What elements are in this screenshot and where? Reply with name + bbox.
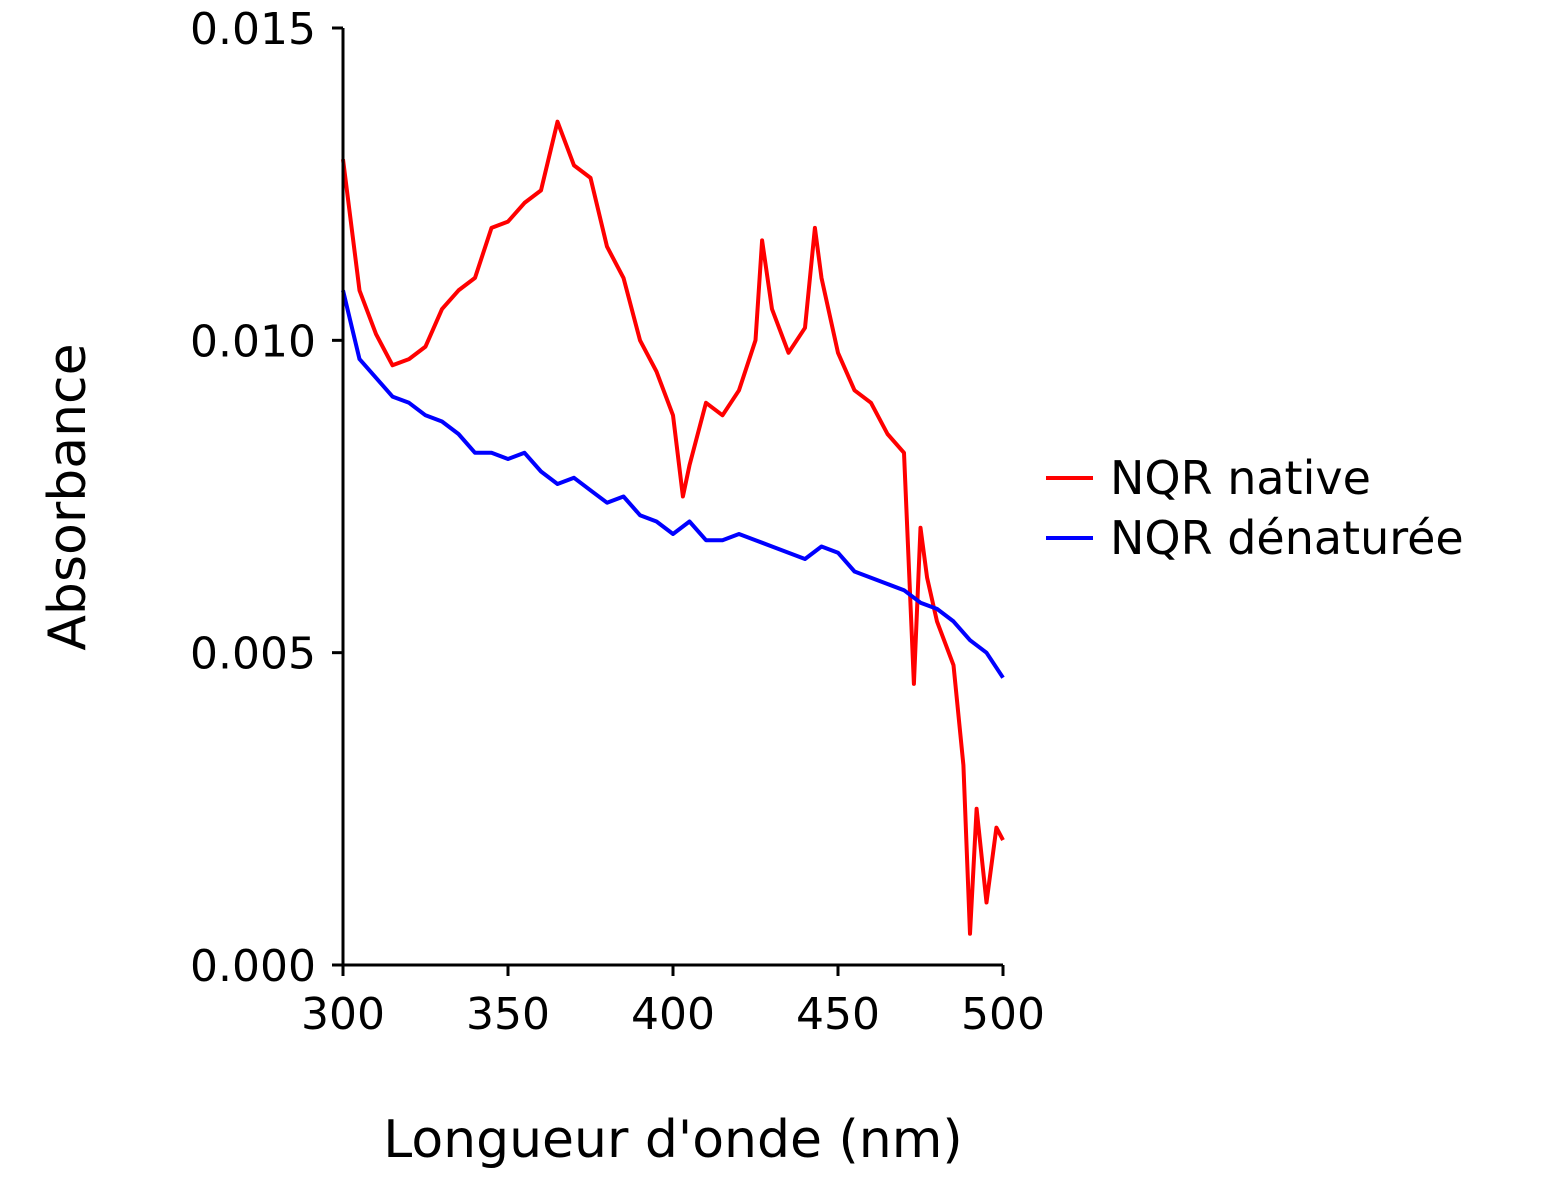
- y-tick-label-3: 0.015: [190, 4, 316, 55]
- y-tick-label-1: 0.005: [190, 629, 316, 680]
- y-tick-label-2: 0.010: [190, 316, 316, 367]
- x-tick-label-450: 450: [796, 989, 880, 1040]
- axes-layer: [341, 28, 1003, 967]
- series-line-1: [341, 289, 1005, 679]
- ticks-layer: 300 350 400 450 500 0.000 0.005 0.010 0.015: [190, 4, 1045, 1040]
- legend-label-1: NQR dénaturée: [1110, 511, 1464, 565]
- x-tick-label-500: 500: [961, 989, 1045, 1040]
- x-tick-label-350: 350: [466, 989, 550, 1040]
- x-tick-label-400: 400: [631, 989, 715, 1040]
- x-tick-label-300: 300: [301, 989, 385, 1040]
- y-tick-label-0: 0.000: [190, 941, 316, 992]
- legend: NQR native NQR dénaturée: [1046, 451, 1464, 565]
- series-layer: [341, 119, 1005, 936]
- x-axis-title: Longueur d'onde (nm): [383, 1110, 962, 1170]
- legend-label-0: NQR native: [1110, 451, 1371, 505]
- series-line-0: [341, 119, 1005, 936]
- y-axis-title: Absorbance: [38, 343, 98, 650]
